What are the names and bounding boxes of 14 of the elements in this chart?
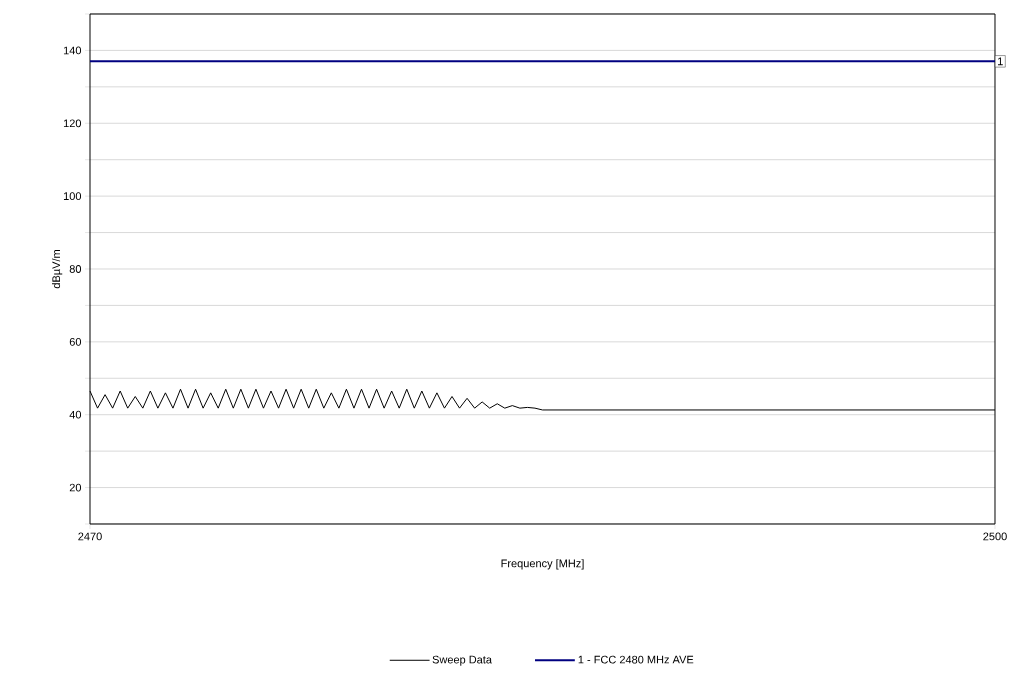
y-tick-label: 140 xyxy=(63,46,82,55)
y-tick-label: 60 xyxy=(69,337,82,346)
y-axis-title: dBµV/m xyxy=(52,250,63,289)
y-tick-label: 20 xyxy=(69,483,82,492)
y-tick-label: 100 xyxy=(63,192,82,201)
annotation: 1 xyxy=(998,57,1003,66)
legend-label: 1 - FCC 2480 MHz AVE xyxy=(578,655,694,664)
y-tick-label: 120 xyxy=(63,119,82,128)
x-tick-label: 2470 xyxy=(78,532,102,541)
y-tick-label: 40 xyxy=(69,410,82,419)
x-tick-label: 2500 xyxy=(983,532,1007,541)
x-axis-title: Frequency [MHz] xyxy=(501,559,584,570)
y-tick-label: 80 xyxy=(69,265,82,273)
legend-label: Sweep Data xyxy=(432,655,492,666)
